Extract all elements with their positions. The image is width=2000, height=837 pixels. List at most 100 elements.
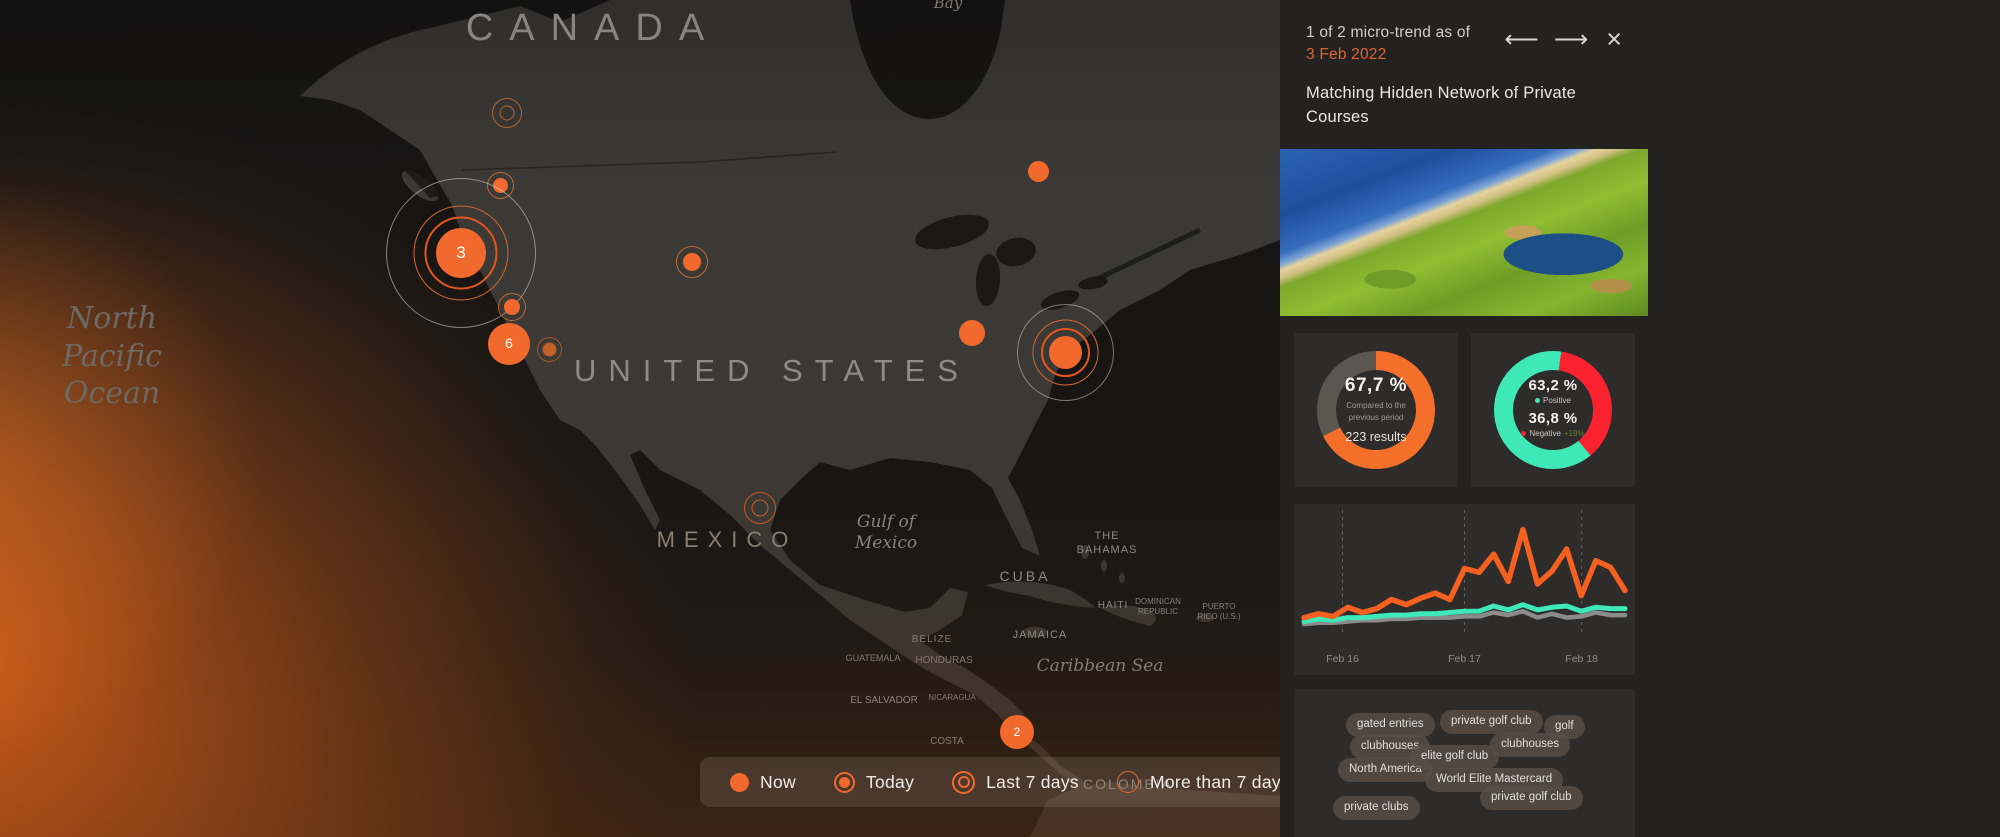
marker-ring [1016, 303, 1114, 401]
legend-item-label: Now [760, 771, 796, 792]
marker-dot[interactable] [498, 293, 526, 321]
marker-cluster[interactable]: 3 [386, 178, 536, 328]
map-label-mexico: MEXICO [656, 527, 798, 552]
donut-hole [1513, 369, 1593, 450]
sentiment-donut-center: 63,2 % Positive 36,8 % Negative +19% [1494, 351, 1612, 469]
marker-ring [499, 105, 515, 121]
today-marker-icon [833, 771, 855, 793]
close-panel-icon[interactable]: × [1606, 24, 1622, 54]
negative-dot-icon [1521, 430, 1527, 436]
map-label-north-pacific-ocean: North Pacific Ocean [62, 301, 162, 411]
prev-trend-arrow-icon[interactable]: ⟵ [1504, 25, 1539, 53]
marker-count: 3 [436, 228, 486, 278]
trend-title: Matching Hidden Network of Private Cours… [1306, 84, 1577, 127]
marker-dot[interactable] [536, 336, 562, 362]
marker-dot[interactable] [676, 246, 708, 278]
results-percent: 67,7 % [1344, 375, 1408, 397]
map-label-nicaragua: NICARAGUA [928, 693, 976, 702]
map-label-cuba: CUBA [999, 568, 1051, 584]
chart-series-positive [1301, 602, 1628, 624]
results-donut-card: 67,7 % Compared to the previous period 2… [1294, 332, 1458, 487]
donut-hole [1336, 369, 1416, 450]
panel-date: 3 Feb 2022 [1306, 46, 1387, 63]
now-marker-icon [730, 772, 749, 792]
trend-line-chart [1301, 509, 1628, 636]
keywords-cloud: clubhouses North America gated entries priv… [1294, 688, 1635, 837]
marker-dot[interactable] [959, 320, 985, 346]
marker-ring [744, 492, 776, 524]
keyword-tag-clubhouses[interactable]: clubhouses [1490, 732, 1571, 758]
map-label-haiti: HAITI [1097, 600, 1129, 611]
positive-label-text: Positive [1542, 395, 1571, 405]
keyword-tag-private-golf-club[interactable]: private golf club [1440, 709, 1543, 735]
last7-marker-icon [952, 770, 976, 794]
marker-ring [386, 178, 536, 328]
next-trend-arrow-icon[interactable]: ⟶ [1553, 25, 1589, 53]
map-label-canada: CANADA [465, 7, 721, 49]
chart-x-tick-label: Feb 18 [1565, 652, 1599, 665]
map-label-guatemala: GUATEMALA [845, 653, 901, 663]
map-label-caribbean-sea: Caribbean Sea [1036, 656, 1164, 676]
marker-core [1048, 335, 1082, 369]
legend-item-today[interactable]: Today [833, 771, 915, 793]
keyword-tag-gated-entries[interactable]: gated entries [1346, 712, 1435, 738]
marker-ring [536, 336, 562, 362]
marker-cluster[interactable] [1016, 303, 1114, 401]
keyword-tag-elite-golf-club[interactable]: elite golf club [1410, 744, 1500, 770]
legend-item-last-7-days[interactable]: Last 7 days [952, 770, 1079, 794]
map-canvas[interactable]: CANADA Bay UNITED STATES North Pacific Ocea… [0, 0, 1280, 837]
marker-cluster[interactable]: 6 [488, 323, 530, 365]
trend-photo [1280, 148, 1648, 316]
marker-core [959, 320, 985, 346]
map-legend: Now Today Last 7 days More than 7 days ago [700, 757, 1280, 807]
map-label-united-states: UNITED STATES [574, 353, 970, 388]
marker-cluster[interactable]: 2 [1000, 715, 1034, 749]
map-label-bay: Bay [933, 0, 963, 12]
marker-count: 6 [488, 323, 530, 365]
map-label-belize: BELIZE [911, 634, 953, 645]
negative-delta: +19% [1563, 428, 1585, 438]
marker-core [542, 342, 556, 356]
results-donut-center: 67,7 % Compared to the previous period 2… [1317, 351, 1435, 469]
map-label-honduras: HONDURAS [915, 655, 973, 666]
map-label-jamaica: JAMAICA [1012, 629, 1068, 641]
marker-dot[interactable] [1027, 160, 1049, 182]
results-count: 223 results [1345, 430, 1407, 445]
marker-core [683, 253, 701, 271]
panel-nav: ⟵ ⟶ × [1504, 26, 1622, 53]
negative-percent: 36,8 % [1528, 409, 1578, 427]
keyword-tag-private-golf-club[interactable]: private golf club [1480, 785, 1583, 811]
marker-ring [751, 499, 769, 517]
legend-item-label: More than 7 days ago [1149, 771, 1280, 792]
legend-item-label: Last 7 days [986, 771, 1079, 792]
trend-line-chart-card: Feb 16 Feb 17 Feb 18 [1294, 503, 1635, 675]
legend-item-label: Today [865, 771, 915, 792]
sentiment-donut-chart: 63,2 % Positive 36,8 % Negative +19% [1494, 350, 1612, 469]
stats-row: 67,7 % Compared to the previous period 2… [1294, 332, 1635, 487]
positive-label: Positive [1534, 395, 1571, 405]
map-label-dominican-republic: DOMINICAN REPUBLIC [1135, 597, 1181, 616]
chart-series-mentions [1301, 526, 1628, 621]
results-caption: Compared to the previous period [1346, 401, 1406, 422]
marker-ring [492, 98, 522, 128]
sentiment-donut-card: 63,2 % Positive 36,8 % Negative +19% [1471, 332, 1635, 487]
marker-ring-small[interactable] [492, 98, 522, 128]
legend-item-now[interactable]: Now [730, 772, 796, 793]
negative-label-text: Negative [1529, 428, 1561, 438]
panel-counter: 1 of 2 micro-trend as of 3 Feb 2022 [1306, 22, 1470, 66]
marker-core [504, 299, 520, 315]
chart-series-neutral [1301, 608, 1628, 627]
marker-ring-small[interactable] [744, 492, 776, 524]
map-landmass [300, 0, 1280, 837]
negative-label: Negative +19% [1521, 428, 1585, 438]
more7-marker-icon [1116, 771, 1139, 793]
panel-header: 1 of 2 micro-trend as of 3 Feb 2022 ⟵ ⟶ … [1280, 0, 1648, 66]
marker-ring [498, 293, 526, 321]
legend-item-more-than-7-days-ago[interactable]: More than 7 days ago [1116, 771, 1280, 793]
chart-x-tick-label: Feb 16 [1326, 652, 1359, 665]
map-label-the-bahamas: THE BAHAMAS [1076, 530, 1138, 556]
marker-core [1027, 160, 1049, 182]
keyword-tag-private-clubs[interactable]: private clubs [1333, 795, 1420, 821]
positive-percent: 63,2 % [1528, 376, 1578, 394]
